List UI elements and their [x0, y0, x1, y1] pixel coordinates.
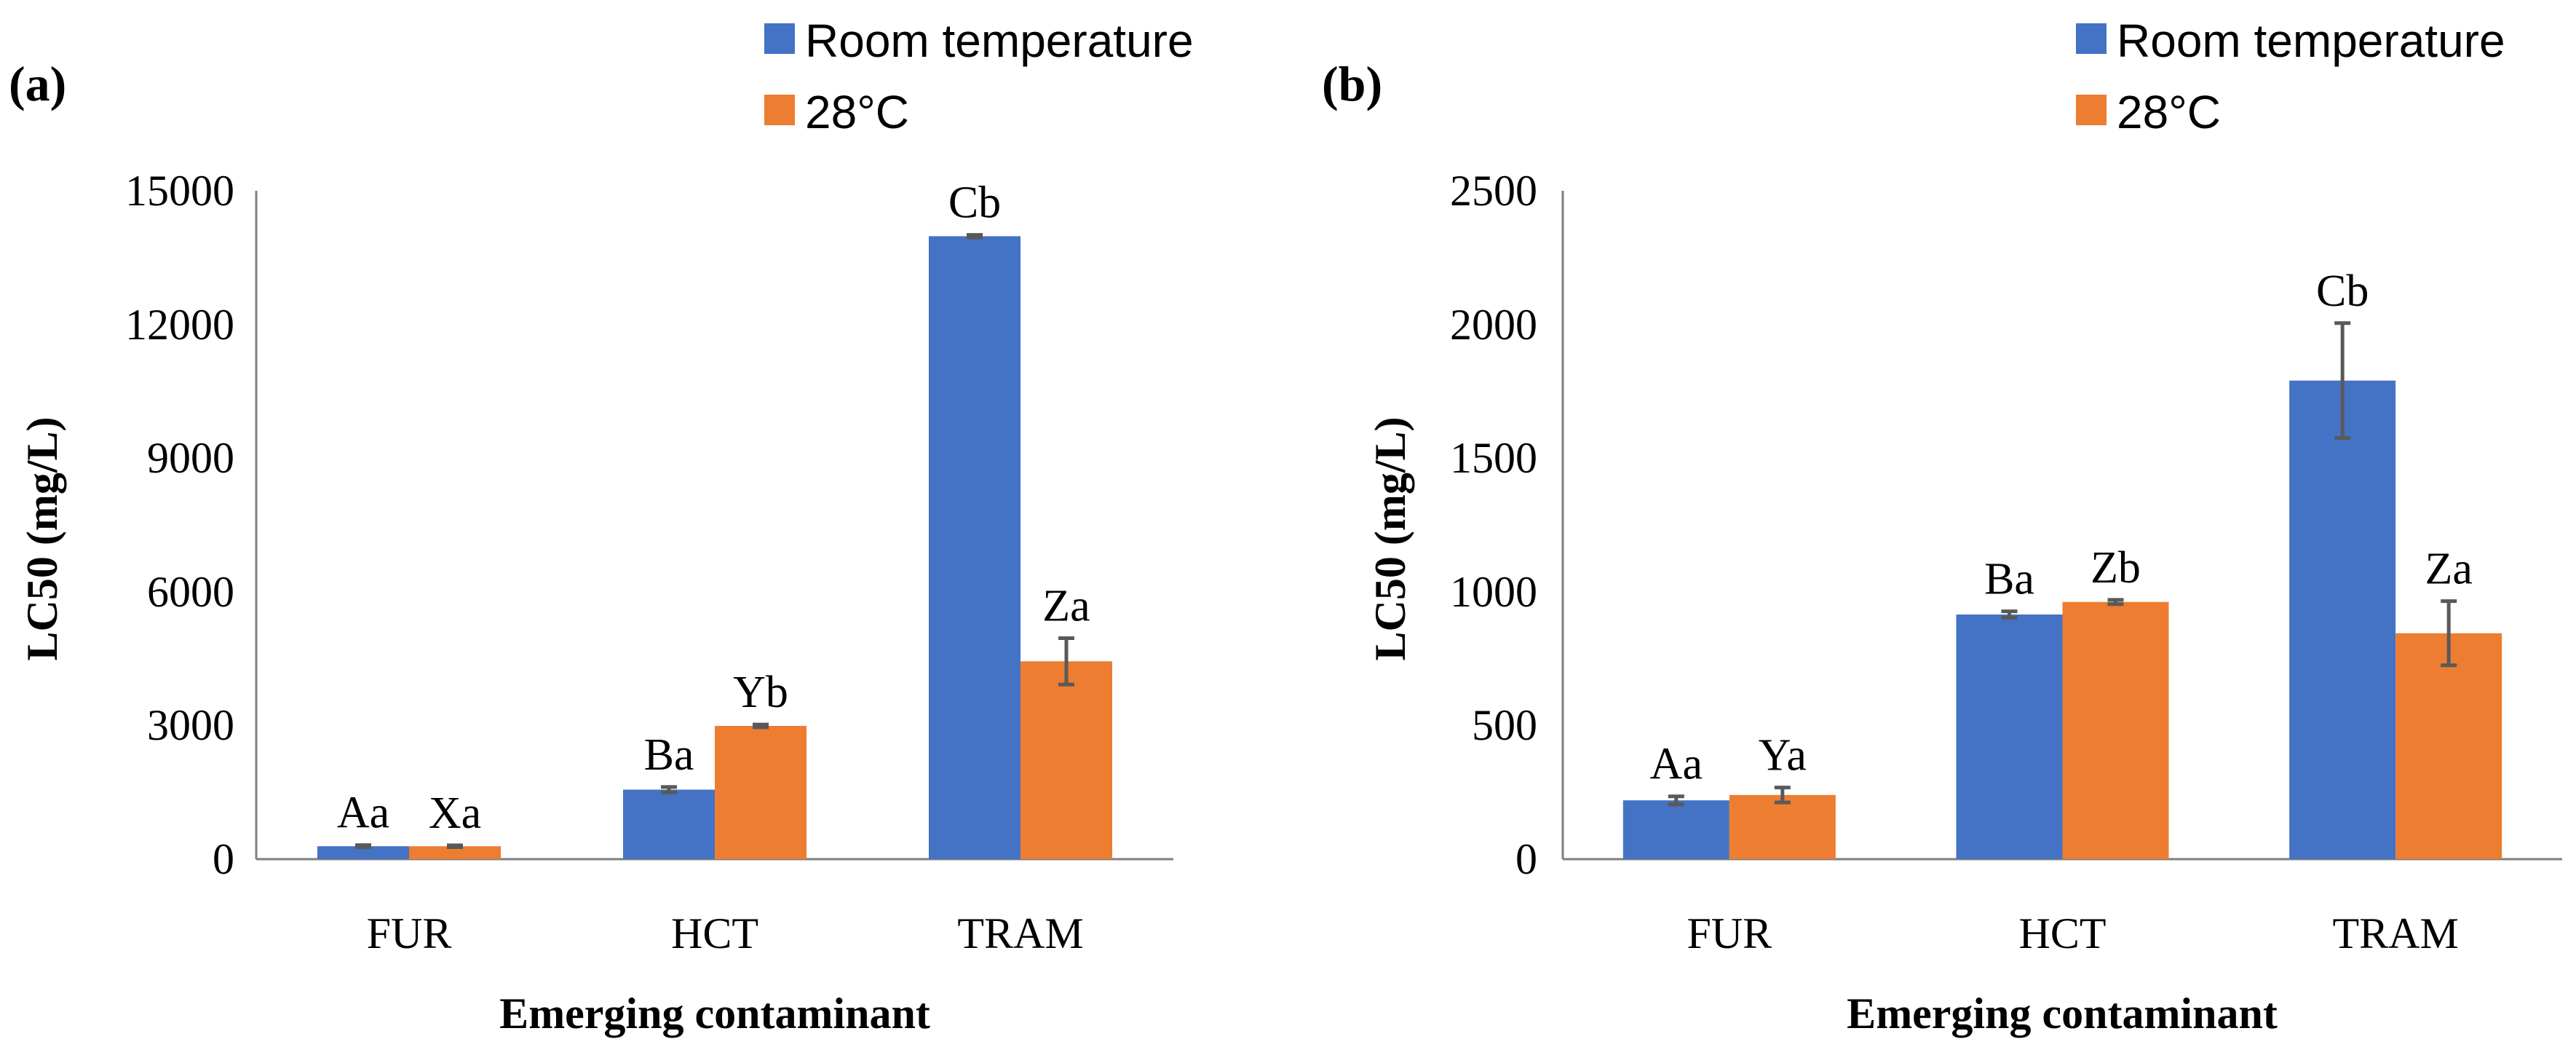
x-tick-label-b-hct: HCT: [2019, 909, 2107, 957]
y-tick-label-b: 2500: [1450, 167, 1537, 215]
bar-labels-b: Aa Ya Ba Zb Cb Za: [1650, 266, 2473, 789]
bar-label-b-room-temperature-fur: Aa: [1650, 740, 1703, 789]
bar-b-room-temperature-fur: [1622, 800, 1729, 859]
x-tick-label-b-fur: FUR: [1687, 909, 1772, 957]
legend-a: Room temperature 28°C: [764, 15, 1194, 138]
error-bars-b: [1668, 321, 2457, 807]
panel-label-b: (b): [1322, 56, 1382, 111]
bar-label-a-28c-hct: Yb: [733, 668, 788, 717]
bar-label-a-room-temperature-tram: Cb: [948, 178, 1001, 228]
y-axis-ticks-a: 0 3000 6000 9000 12000 15000: [125, 167, 234, 883]
x-tick-label-b-tram: TRAM: [2332, 909, 2458, 957]
error-bar-a-28c-fur: [447, 843, 463, 849]
x-axis-ticks-a: FUR HCT TRAM: [367, 909, 1084, 957]
bar-a-room-temperature-tram: [929, 236, 1021, 859]
legend-a-swatch-room-temperature: [764, 23, 795, 54]
bar-a-28c-tram: [1021, 661, 1112, 859]
legend-a-label-room-temperature: Room temperature: [805, 15, 1194, 67]
y-axis-title-b: LC50 (mg/L): [1366, 417, 1414, 661]
bar-label-a-room-temperature-hct: Ba: [644, 730, 694, 780]
bar-b-28c-fur: [1729, 794, 1836, 859]
y-tick-label-a: 9000: [147, 434, 234, 482]
y-tick-label-b: 1000: [1450, 568, 1537, 616]
bar-group-fur-b: [1622, 794, 1836, 859]
bar-label-a-28c-fur: Xa: [429, 789, 481, 838]
bar-labels-a: Aa Xa Ba Yb Cb Za: [337, 178, 1090, 838]
panel-label-a: (a): [9, 56, 66, 111]
x-tick-label-a-hct: HCT: [671, 909, 758, 957]
y-tick-label-a: 12000: [125, 301, 234, 349]
x-tick-label-a-fur: FUR: [367, 909, 452, 957]
chart-panel-b: (b) Room temperature 28°C 0 500 1000 150…: [1322, 15, 2562, 1038]
bar-b-room-temperature-tram: [2289, 380, 2396, 859]
chart-panel-a: (a) Room temperature 28°C 0 3000 6000 90…: [9, 15, 1194, 1038]
y-tick-label-a: 6000: [147, 568, 234, 616]
bar-group-fur-a: [317, 846, 501, 859]
legend-b-swatch-room-temperature: [2076, 23, 2107, 54]
legend-b-swatch-28c: [2076, 95, 2107, 125]
y-tick-label-a: 3000: [147, 701, 234, 749]
bar-group-hct-a: [623, 726, 807, 859]
bar-group-tram-a: [929, 236, 1112, 859]
y-axis-title-a: LC50 (mg/L): [18, 417, 66, 661]
error-bar-a-28c-hct: [753, 722, 769, 730]
bar-label-a-room-temperature-fur: Aa: [337, 789, 389, 838]
legend-b-label-28c: 28°C: [2117, 86, 2221, 138]
y-tick-label-b: 0: [1515, 835, 1537, 883]
x-axis-ticks-b: FUR HCT TRAM: [1687, 909, 2458, 957]
error-bar-b-room-temperature-hct: [2001, 609, 2018, 620]
error-bar-a-room-temperature-hct: [661, 785, 677, 794]
bar-group-tram-b: [2289, 380, 2502, 859]
y-tick-label-a: 15000: [125, 167, 234, 215]
y-axis-ticks-b: 0 500 1000 1500 2000 2500: [1450, 167, 1537, 883]
legend-b-label-room-temperature: Room temperature: [2117, 15, 2505, 67]
error-bar-a-room-temperature-tram: [967, 233, 983, 240]
y-tick-label-b: 500: [1472, 701, 1537, 749]
y-tick-label-a: 0: [213, 835, 234, 883]
error-bar-b-room-temperature-tram: [2334, 321, 2351, 440]
legend-b: Room temperature 28°C: [2076, 15, 2505, 138]
bar-label-b-28c-tram: Za: [2425, 545, 2472, 594]
bar-label-b-room-temperature-hct: Ba: [1984, 555, 2034, 604]
bar-b-28c-hct: [2062, 601, 2169, 859]
error-bar-b-28c-fur: [1774, 786, 1791, 805]
legend-a-swatch-28c: [764, 95, 795, 125]
bar-label-a-28c-tram: Za: [1042, 581, 1090, 631]
error-bars-a: [355, 233, 1074, 850]
bar-b-room-temperature-hct: [1956, 615, 2063, 859]
error-bar-a-28c-tram: [1058, 636, 1074, 687]
x-axis-title-b: Emerging contaminant: [1847, 989, 2278, 1038]
bar-b-28c-tram: [2395, 633, 2502, 859]
error-bar-b-28c-tram: [2441, 599, 2457, 668]
error-bar-a-room-temperature-fur: [355, 843, 371, 850]
x-axis-title-a: Emerging contaminant: [499, 989, 930, 1038]
bar-label-b-28c-hct: Zb: [2090, 543, 2141, 593]
y-tick-label-b: 1500: [1450, 434, 1537, 482]
bar-a-room-temperature-hct: [623, 789, 715, 859]
error-bar-b-28c-hct: [2107, 598, 2124, 606]
x-tick-label-a-tram: TRAM: [957, 909, 1083, 957]
y-tick-label-b: 2000: [1450, 301, 1537, 349]
bar-label-b-28c-fur: Ya: [1759, 731, 1807, 781]
error-bar-b-room-temperature-fur: [1668, 794, 1684, 807]
bar-group-hct-b: [1956, 601, 2169, 859]
bar-a-room-temperature-fur: [317, 846, 409, 859]
legend-a-label-28c: 28°C: [805, 86, 909, 138]
bar-label-b-room-temperature-tram: Cb: [2316, 266, 2369, 316]
bar-a-28c-fur: [409, 846, 501, 859]
bar-a-28c-hct: [715, 726, 807, 859]
